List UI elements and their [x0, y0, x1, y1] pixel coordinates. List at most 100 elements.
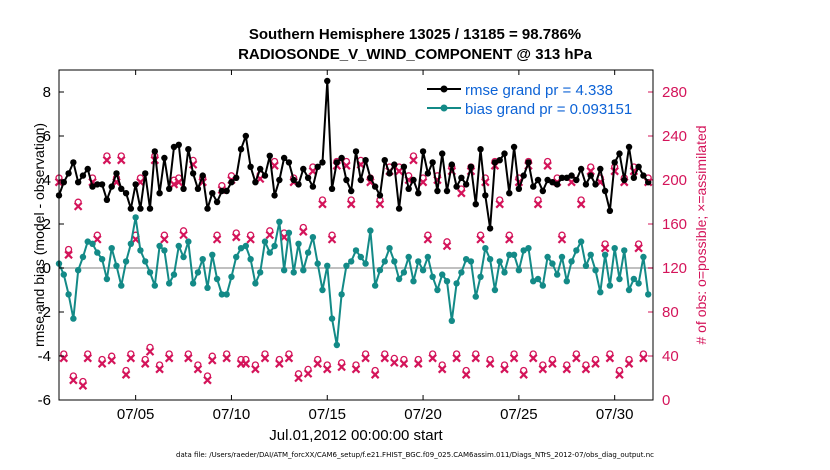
rmse-point: [79, 172, 87, 179]
assimilated-point: [600, 243, 610, 253]
bias-point: [127, 240, 135, 247]
assimilated-point: [299, 227, 308, 236]
assimilated-point: [145, 347, 155, 356]
bias-point: [352, 247, 360, 254]
rmse-point: [271, 192, 278, 199]
bias-point: [587, 251, 594, 258]
rmse-point: [391, 161, 398, 168]
rmse-point: [338, 154, 345, 162]
assimilated-point: [624, 359, 634, 368]
bias-point: [376, 267, 384, 274]
bias-point: [530, 278, 537, 285]
bias-point: [534, 275, 542, 283]
assimilated-point: [399, 359, 409, 368]
y-tick-label-left: -2: [38, 304, 51, 321]
assimilated-point: [160, 235, 169, 244]
rmse-point: [113, 170, 120, 177]
rmse-point: [621, 176, 628, 184]
rmse-point: [165, 185, 173, 192]
assimilated-point: [208, 356, 217, 365]
rmse-point: [515, 185, 523, 192]
assimilated-point: [346, 199, 356, 209]
x-tick-label: 07/30: [596, 406, 634, 423]
assimilated-point: [442, 241, 452, 251]
bias-point: [515, 267, 523, 274]
bias-point: [185, 238, 192, 245]
x-tick-label: 07/20: [404, 406, 442, 423]
data-file-footnote: data file: /Users/raeder/DAI/ATM_forcXX/…: [176, 451, 654, 459]
bias-point: [108, 245, 115, 252]
rmse-point: [601, 187, 609, 195]
bias-point: [65, 291, 72, 298]
assimilated-point: [179, 230, 188, 240]
bias-point: [630, 275, 638, 283]
rmse-point: [175, 141, 182, 148]
rmse-point: [228, 179, 235, 186]
bias-point: [443, 278, 451, 285]
assimilated-point: [471, 353, 481, 363]
assimilated-point: [428, 353, 437, 363]
rmse-point: [60, 179, 67, 186]
rmse-point: [630, 174, 638, 181]
rmse-point: [333, 159, 341, 166]
bias-point: [290, 269, 297, 276]
obs-count-markers: [54, 152, 653, 390]
bias-point: [237, 245, 245, 252]
rmse-point: [611, 159, 618, 166]
rmse-point: [462, 181, 470, 188]
bias-point: [501, 269, 508, 276]
bias-point: [180, 253, 187, 261]
bias-point: [213, 275, 221, 283]
rmse-point: [563, 174, 570, 181]
bias-point: [151, 282, 159, 289]
bias-point: [496, 258, 503, 265]
bias-point: [391, 258, 398, 265]
assimilated-point: [481, 177, 490, 187]
assimilated-point: [591, 359, 600, 368]
rmse-point: [381, 157, 388, 164]
assimilated-point: [461, 370, 471, 379]
bias-point: [228, 273, 235, 280]
bias-point: [223, 291, 230, 298]
assimilated-point: [203, 375, 212, 385]
bias-point: [333, 341, 341, 349]
ticks-group: 07/05 07/10 07/15 07/20 07/25 07/30 -6 -4 -2 0 2 4 6…: [38, 70, 687, 423]
plot-area: [58, 69, 654, 401]
bias-point: [568, 258, 575, 265]
rmse-point: [137, 205, 144, 212]
assimilated-point: [380, 353, 390, 363]
rmse-point: [597, 165, 604, 173]
bias-point: [324, 262, 331, 269]
assimilated-point: [164, 353, 174, 363]
bias-point: [381, 258, 388, 265]
rmse-point: [625, 143, 633, 151]
bias-point: [448, 317, 456, 324]
bias-point: [314, 260, 321, 267]
bias-point: [271, 242, 278, 250]
bias-point: [415, 258, 422, 265]
assimilated-point: [313, 359, 322, 368]
bias-point: [161, 247, 168, 254]
assimilated-point: [102, 155, 112, 165]
rmse-point: [290, 176, 297, 184]
bias-point: [70, 315, 77, 322]
assimilated-point: [212, 235, 222, 244]
chart-title: Southern Hemisphere 13025 / 13185 = 98.7…: [248, 26, 582, 43]
legend-bias-label: bias grand pr = 0.093151: [465, 101, 632, 118]
y-tick-label-right: 240: [662, 128, 687, 145]
rmse-point: [506, 190, 513, 197]
bias-point: [304, 249, 312, 256]
rmse-point: [276, 176, 283, 184]
rmse-point: [189, 170, 197, 177]
assimilated-point: [184, 353, 193, 363]
rmse-point: [300, 165, 307, 173]
rmse-point: [103, 196, 111, 203]
assimilated-point: [495, 199, 504, 209]
bias-point: [60, 271, 67, 278]
assimilated-point: [222, 353, 231, 363]
legend-rmse-label: rmse grand pr = 4.338: [465, 82, 613, 99]
bias-point: [395, 275, 403, 283]
bias-point: [165, 280, 173, 287]
assimilated-point: [155, 364, 164, 374]
assimilated-point: [457, 188, 466, 198]
